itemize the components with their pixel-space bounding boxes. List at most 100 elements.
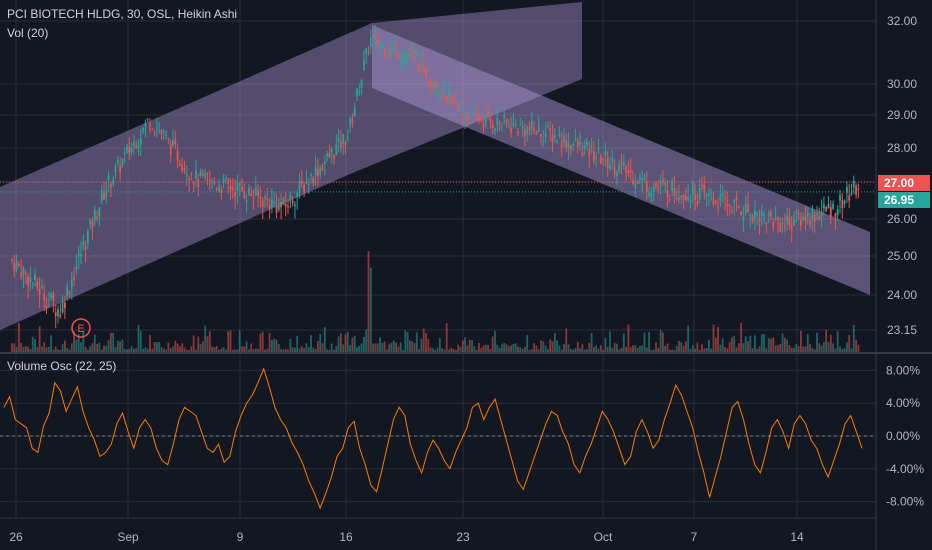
volume-bar: [271, 339, 273, 352]
candle-body: [160, 130, 163, 135]
volume-bar: [264, 349, 266, 352]
candle-body: [328, 152, 331, 158]
candle-body: [133, 141, 135, 147]
volume-bar: [650, 349, 653, 352]
candle-body: [15, 261, 18, 270]
candle-body: [319, 167, 322, 174]
candle-body: [731, 210, 733, 213]
candle-body: [473, 110, 476, 112]
candle-body: [123, 152, 126, 154]
candle-body: [636, 182, 639, 184]
volume-bar: [733, 335, 736, 352]
candle-body: [225, 177, 227, 179]
volume-bar: [528, 349, 531, 352]
candle-body: [466, 116, 469, 119]
volume-bar: [344, 334, 347, 352]
candle-body: [549, 127, 552, 131]
candle-body: [563, 135, 565, 143]
candle-body: [691, 182, 694, 195]
volume-bar: [174, 340, 177, 352]
volume-bar: [590, 333, 593, 352]
volume-bar: [317, 340, 319, 352]
volume-bar: [328, 349, 331, 352]
candle-body: [252, 197, 255, 199]
volume-bar: [119, 341, 121, 352]
volume-bar: [425, 332, 427, 352]
last-close-price-label: 27.00: [878, 175, 930, 191]
volume-legend[interactable]: Vol (20): [7, 26, 49, 40]
price-lines: [0, 181, 876, 193]
volume-bar: [418, 349, 420, 352]
volume-bar: [105, 345, 108, 352]
volume-bar: [135, 348, 138, 352]
candle-body: [609, 165, 611, 170]
volume-bar: [668, 349, 671, 352]
volume-bar: [599, 345, 602, 352]
volume-bar: [57, 349, 59, 352]
candle-body: [188, 179, 190, 181]
candle-body: [236, 182, 239, 192]
volume-bar: [287, 349, 289, 352]
volume-bar: [452, 349, 455, 352]
volume-bar: [473, 346, 476, 352]
candle-body: [668, 198, 671, 200]
volume-bar: [567, 344, 570, 352]
candle-body: [530, 121, 533, 129]
volume-bar: [820, 345, 823, 352]
volume-bar: [843, 348, 846, 352]
candle-body: [335, 144, 338, 156]
volume-bar: [767, 338, 770, 352]
time-axis-tick-label: 14: [790, 530, 804, 544]
candle-body: [418, 63, 420, 72]
volume-bar: [273, 338, 276, 352]
volume-bar: [84, 346, 87, 352]
earnings-marker-circle[interactable]: [71, 318, 91, 338]
candle-body: [827, 203, 830, 209]
volume-bar: [303, 348, 305, 352]
volume-bar: [512, 343, 515, 352]
candle-body: [360, 79, 363, 88]
time-axis-tick-label: 16: [339, 530, 353, 544]
volume-bar: [190, 346, 193, 352]
volume-bar: [73, 331, 75, 352]
candle-body: [841, 200, 844, 209]
candle-body: [491, 123, 494, 129]
volume-bar: [744, 336, 747, 352]
candle-body: [806, 212, 809, 217]
symbol-legend[interactable]: PCI BIOTECH HLDG, 30, OSL, Heikin Ashi: [7, 7, 238, 21]
candle-body: [397, 55, 400, 60]
candle-body: [648, 192, 650, 196]
candle-body: [38, 288, 41, 294]
volume-bar: [284, 349, 287, 352]
volume-bar: [611, 347, 614, 352]
volume-bar: [321, 343, 324, 352]
volume-bar: [54, 346, 57, 352]
volume-bar: [165, 349, 167, 352]
candle-body: [438, 92, 441, 94]
volume-bar: [319, 333, 322, 352]
candle-body: [846, 187, 848, 193]
channel-drawings[interactable]: [0, 2, 870, 330]
volume-bar: [825, 329, 828, 352]
candle-body: [365, 47, 368, 55]
volume-bar: [639, 345, 641, 352]
volume-bar: [731, 337, 733, 352]
candle-body: [213, 181, 216, 184]
candle-body: [560, 141, 563, 148]
candle-body: [82, 241, 85, 246]
volume-bar: [482, 345, 485, 352]
candle-body: [342, 133, 345, 144]
candle-body: [811, 209, 814, 220]
volume-bar: [70, 343, 73, 352]
earnings-marker[interactable]: E: [71, 318, 91, 338]
candle-body: [556, 141, 558, 143]
volume-bar: [254, 348, 257, 352]
oscillator-legend[interactable]: Volume Osc (22, 25): [7, 359, 117, 373]
candle-body: [296, 192, 299, 198]
candle-body: [344, 142, 347, 145]
volume-bar: [579, 348, 581, 352]
volume-bar: [533, 343, 535, 352]
volume-bar: [666, 343, 669, 352]
candle-body: [386, 53, 388, 57]
